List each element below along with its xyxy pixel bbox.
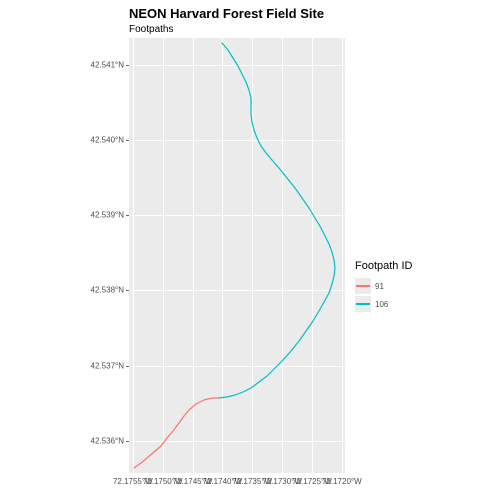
- ytick-label: 42.538°N: [91, 286, 124, 295]
- legend-swatch: [355, 296, 371, 312]
- ytick-mark: [126, 65, 129, 66]
- ytick-label: 42.536°N: [91, 436, 124, 445]
- legend-label: 106: [375, 300, 388, 309]
- ytick-mark: [126, 215, 129, 216]
- ytick-label: 42.537°N: [91, 361, 124, 370]
- legend-swatch: [355, 278, 371, 294]
- gridline-v: [133, 38, 134, 473]
- ytick-label: 42.540°N: [91, 136, 124, 145]
- legend-title: Footpath ID: [355, 260, 412, 272]
- gridline-v: [252, 38, 253, 473]
- ytick-mark: [126, 290, 129, 291]
- gridline-v: [282, 38, 283, 473]
- legend-line: [356, 285, 370, 287]
- legend-item: 106: [355, 296, 388, 312]
- ytick-mark: [126, 366, 129, 367]
- ytick-mark: [126, 441, 129, 442]
- ytick-label: 42.539°N: [91, 211, 124, 220]
- gridline-v: [312, 38, 313, 473]
- xtick-label: 72.1720°W: [322, 477, 362, 486]
- legend-label: 91: [375, 282, 384, 291]
- chart-subtitle: Footpaths: [129, 24, 173, 35]
- ytick-mark: [126, 140, 129, 141]
- ytick-label: 42.541°N: [91, 60, 124, 69]
- gridline-v: [193, 38, 194, 473]
- gridline-v: [342, 38, 343, 473]
- gridline-v: [222, 38, 223, 473]
- legend-line: [356, 303, 370, 305]
- legend-item: 91: [355, 278, 384, 294]
- chart-title: NEON Harvard Forest Field Site: [129, 6, 324, 21]
- gridline-v: [163, 38, 164, 473]
- plot-panel: [129, 38, 345, 473]
